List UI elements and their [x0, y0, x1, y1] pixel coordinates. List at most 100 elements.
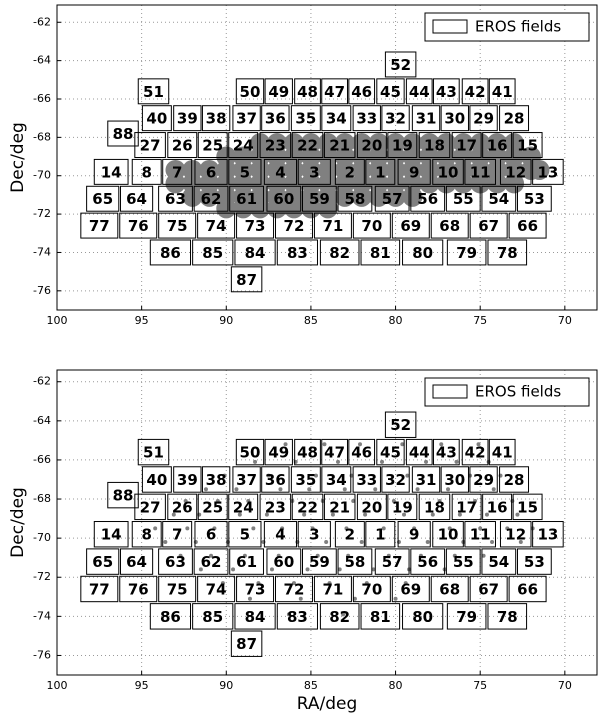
field-box — [274, 212, 313, 239]
field-box — [119, 575, 158, 603]
point — [381, 526, 386, 531]
field-box — [194, 158, 228, 185]
field-box — [352, 212, 391, 239]
point — [165, 173, 186, 194]
field-label: 40 — [146, 471, 167, 489]
field-box — [512, 493, 543, 521]
field-label: 76 — [128, 580, 149, 598]
field-box — [418, 493, 451, 521]
field-label: 65 — [92, 553, 113, 571]
field-label: 22 — [297, 137, 318, 155]
field-label: 5 — [240, 526, 250, 544]
x-tick-label: 70 — [558, 314, 572, 327]
field-label: 37 — [236, 471, 257, 489]
point — [295, 540, 300, 545]
field-box — [446, 603, 487, 630]
point — [256, 581, 261, 586]
field-box — [263, 158, 298, 185]
field-label: 85 — [202, 244, 223, 262]
field-label: 41 — [492, 444, 513, 462]
point — [253, 459, 258, 464]
field-label: 39 — [177, 471, 198, 489]
field-label: 84 — [245, 608, 266, 626]
field-label: 63 — [165, 553, 186, 571]
point — [529, 159, 550, 180]
field-box — [508, 575, 547, 603]
field-label: 88 — [113, 487, 134, 505]
field-box — [334, 521, 365, 548]
field-label: 46 — [351, 83, 372, 101]
field-box — [234, 603, 276, 630]
point — [373, 487, 378, 492]
legend-label: EROS fields — [475, 18, 561, 36]
field-box — [192, 603, 234, 630]
field-box — [93, 158, 129, 185]
field-label: 88 — [113, 125, 134, 143]
field-label: 49 — [268, 83, 289, 101]
point — [446, 487, 451, 492]
field-label: 15 — [517, 137, 538, 155]
field-label: 20 — [361, 137, 382, 155]
field-box — [430, 575, 469, 603]
y-tick-label: -74 — [33, 245, 51, 258]
legend: EROS fields — [424, 377, 590, 407]
field-box — [482, 493, 513, 521]
point — [330, 512, 335, 517]
point — [322, 442, 327, 447]
field-box — [173, 105, 202, 132]
field-box — [261, 105, 290, 132]
x-tick-label: 75 — [473, 314, 487, 327]
y-tick-label: -70 — [33, 169, 51, 182]
field-label: 52 — [390, 56, 411, 74]
point — [242, 553, 247, 558]
x-tick-label: 100 — [47, 314, 68, 327]
field-box — [141, 105, 172, 132]
point — [209, 553, 214, 558]
x-tick-label: 95 — [135, 679, 149, 692]
x-tick-label: 70 — [558, 679, 572, 692]
field-label: 86 — [160, 244, 181, 262]
point — [215, 498, 220, 503]
x-axis-label: RA/deg — [297, 694, 358, 714]
point — [439, 442, 444, 447]
field-box — [162, 158, 193, 185]
point — [515, 512, 520, 517]
field-box — [228, 521, 262, 548]
field-box — [294, 438, 321, 466]
field-box — [365, 158, 396, 185]
field-box — [487, 239, 528, 266]
field-box — [391, 212, 430, 239]
field-box — [319, 603, 360, 630]
field-box — [235, 438, 265, 466]
field-label: 70 — [361, 580, 382, 598]
field-box — [432, 438, 460, 466]
field-box — [230, 630, 263, 657]
point — [412, 526, 417, 531]
point — [358, 442, 363, 447]
field-label: 53 — [524, 190, 545, 208]
field-label: 42 — [465, 83, 486, 101]
x-tick-label: 80 — [389, 314, 403, 327]
field-box — [451, 132, 482, 159]
field-box — [397, 158, 431, 185]
field-label: 68 — [439, 580, 460, 598]
point — [153, 526, 158, 531]
point — [425, 540, 430, 545]
field-box — [137, 438, 170, 466]
field-label: 62 — [201, 190, 222, 208]
field-box — [107, 120, 139, 147]
point — [261, 540, 266, 545]
y-tick-label: -66 — [33, 453, 51, 466]
point — [473, 498, 478, 503]
field-label: 66 — [517, 580, 538, 598]
field-label: 25 — [202, 137, 223, 155]
field-label: 61 — [236, 553, 257, 571]
field-box — [440, 466, 469, 493]
field-box — [229, 548, 264, 575]
field-label: 23 — [265, 137, 286, 155]
point — [470, 173, 491, 194]
point — [225, 540, 230, 545]
field-label: 8 — [141, 163, 151, 181]
plot-frame — [56, 369, 598, 676]
field-box — [313, 575, 352, 603]
